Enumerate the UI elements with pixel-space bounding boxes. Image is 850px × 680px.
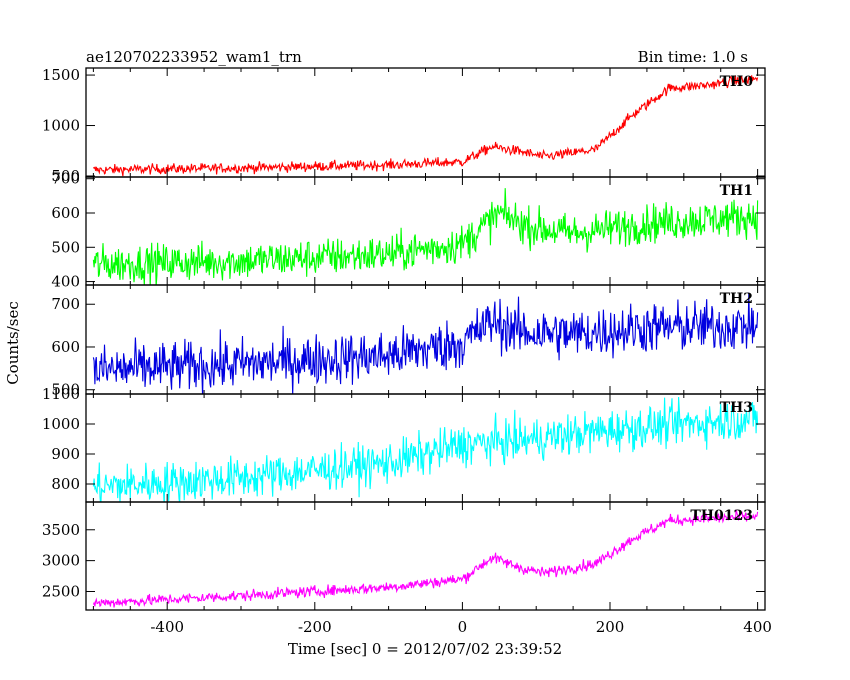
x-tick-label: -400 bbox=[150, 618, 184, 636]
panel-label: TH3 bbox=[720, 400, 753, 416]
panel-th2: 500 600 700 TH2 bbox=[51, 284, 766, 399]
y-tick-label: 3000 bbox=[42, 552, 80, 570]
y-tick-label: 1500 bbox=[42, 66, 80, 84]
panel-frame bbox=[85, 501, 766, 611]
x-tick-label: 400 bbox=[743, 618, 772, 636]
panel-frame bbox=[85, 284, 766, 395]
panel-th3: 800 900 1000 1100 TH3 bbox=[42, 385, 766, 503]
y-tick-label: 3500 bbox=[42, 521, 80, 539]
panels-group: 500 1000 1500 TH0 400 500 600 700 TH1 500 600 700 TH… bbox=[42, 66, 772, 636]
y-tick-label: 600 bbox=[51, 338, 80, 356]
series-line-th3 bbox=[92, 396, 759, 502]
y-tick-label: 1100 bbox=[42, 385, 80, 403]
panel-label: TH0 bbox=[720, 74, 754, 90]
panel-th1: 400 500 600 700 TH1 bbox=[51, 170, 766, 291]
y-tick-label: 400 bbox=[51, 273, 80, 291]
y-tick-label: 800 bbox=[51, 475, 80, 493]
y-tick-label: 700 bbox=[51, 170, 80, 188]
y-tick-label: 500 bbox=[51, 167, 80, 185]
series-line-th0123 bbox=[92, 509, 759, 608]
y-tick-label: 1000 bbox=[42, 117, 80, 135]
y-tick-label: 600 bbox=[51, 204, 80, 222]
panel-label: TH0123 bbox=[690, 508, 753, 524]
bin-time-label: Bin time: 1.0 s bbox=[638, 48, 748, 66]
y-tick-label: 700 bbox=[51, 295, 80, 313]
chart-title: ae120702233952_wam1_trn bbox=[86, 48, 302, 66]
panel-label: TH2 bbox=[720, 291, 753, 307]
series-line-th1 bbox=[92, 188, 759, 285]
panel-label: TH1 bbox=[720, 183, 753, 199]
y-tick-label: 2500 bbox=[42, 582, 80, 600]
x-tick-label: 200 bbox=[596, 618, 625, 636]
x-tick-label: 0 bbox=[458, 618, 468, 636]
series-line-th2 bbox=[92, 292, 759, 394]
y-tick-label: 500 bbox=[51, 381, 80, 399]
y-axis-label: Counts/sec bbox=[4, 301, 22, 385]
x-tick-label: -200 bbox=[298, 618, 332, 636]
x-axis-label: Time [sec] 0 = 2012/07/02 23:39:52 bbox=[288, 640, 562, 658]
panel-th0123: 2500 3000 3500 TH0123 bbox=[42, 501, 766, 611]
series-line-th0 bbox=[92, 74, 759, 177]
y-tick-label: 1000 bbox=[42, 415, 80, 433]
y-tick-label: 500 bbox=[51, 238, 80, 256]
y-tick-label: 900 bbox=[51, 445, 80, 463]
panel-th0: 500 1000 1500 TH0 bbox=[42, 66, 766, 185]
